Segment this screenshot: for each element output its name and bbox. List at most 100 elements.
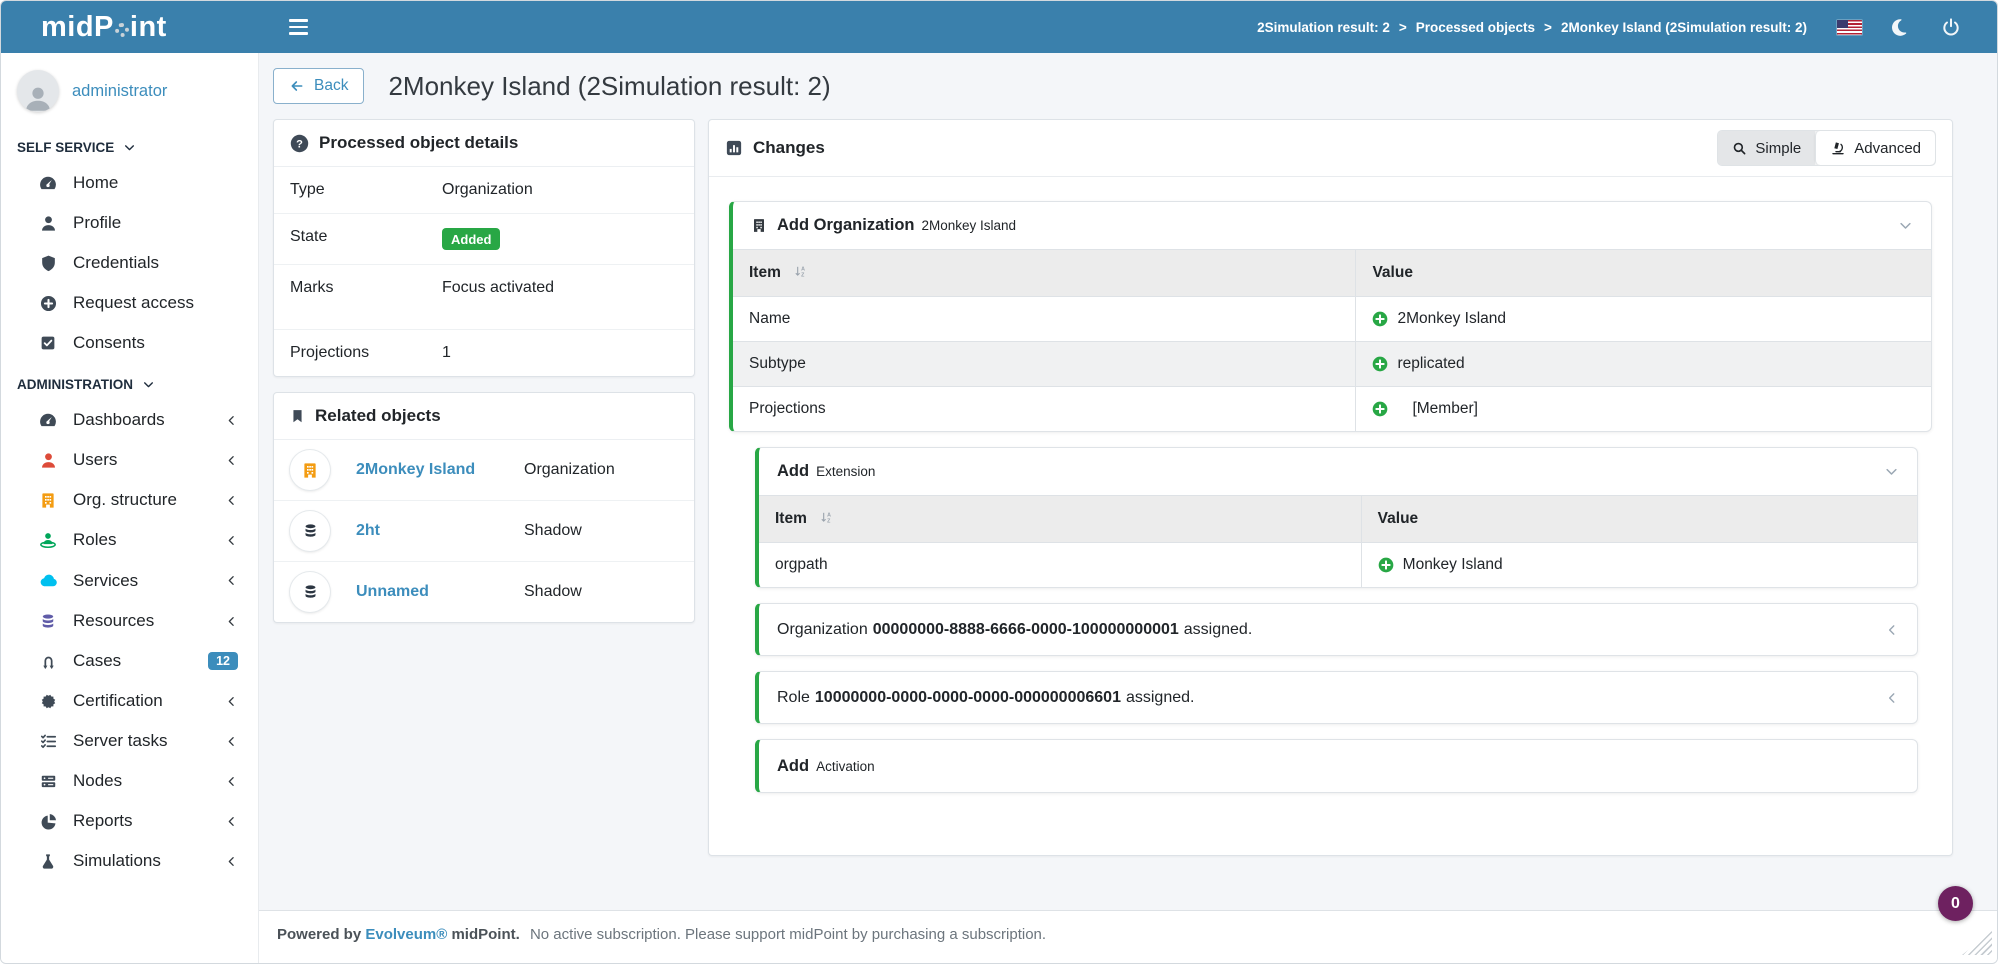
- chevron-left-icon: [225, 775, 238, 788]
- logo-text-post: int: [129, 10, 167, 43]
- related-object-link[interactable]: Unnamed: [356, 583, 429, 600]
- sidebar: administrator SELF SERVICE Home Profile …: [1, 53, 259, 963]
- logo-gear-icon: [114, 23, 129, 37]
- plus-circle-icon: [36, 294, 60, 313]
- changes-card: Changes Simple Advanced: [708, 119, 1953, 856]
- sidebar-item-reports[interactable]: Reports: [1, 801, 258, 841]
- sidebar-item-users[interactable]: Users: [1, 440, 258, 480]
- notification-count-badge[interactable]: 0: [1938, 886, 1973, 921]
- svg-text:Z: Z: [827, 519, 831, 525]
- related-object-link[interactable]: 2ht: [356, 522, 380, 539]
- detail-row-projections: Projections 1: [290, 344, 451, 361]
- check-square-icon: [36, 334, 60, 352]
- avatar: [17, 70, 59, 112]
- assignment-oid: 00000000-8888-6666-0000-100000000001: [872, 620, 1179, 638]
- building-icon: [36, 491, 60, 510]
- added-value-plus-icon: [1373, 401, 1388, 417]
- sidebar-section-self-service[interactable]: SELF SERVICE: [1, 126, 258, 163]
- add-activation-box: Add Activation: [755, 739, 1918, 793]
- sidebar-item-certification[interactable]: Certification: [1, 681, 258, 721]
- sidebar-item-dashboards[interactable]: Dashboards: [1, 400, 258, 440]
- expand-chevron-left-icon[interactable]: [1885, 691, 1899, 705]
- cases-count-badge: 12: [208, 652, 238, 670]
- column-header-value[interactable]: Value: [1355, 249, 1931, 297]
- sidebar-item-server-tasks[interactable]: Server tasks: [1, 721, 258, 761]
- back-button[interactable]: Back: [273, 68, 365, 104]
- dark-mode-moon-icon[interactable]: [1892, 18, 1911, 37]
- breadcrumb-item-current: 2Monkey Island (2Simulation result: 2): [1560, 19, 1807, 35]
- sidebar-item-resources[interactable]: Resources: [1, 601, 258, 641]
- related-object-link[interactable]: 2Monkey Island: [356, 461, 476, 478]
- column-header-value[interactable]: Value: [1360, 495, 1917, 543]
- sidebar-item-nodes[interactable]: Nodes: [1, 761, 258, 801]
- question-circle-icon: ?: [290, 134, 309, 153]
- organization-icon: [290, 450, 330, 490]
- sidebar-item-org-structure[interactable]: Org. structure: [1, 480, 258, 520]
- changes-body: Add Organization 2Monkey Island: [709, 177, 1952, 838]
- username-link[interactable]: administrator: [72, 81, 168, 100]
- chevron-left-icon: [225, 855, 238, 868]
- added-value-plus-icon: [1373, 311, 1388, 327]
- evolveum-link[interactable]: Evolveum®: [365, 926, 448, 943]
- breadcrumb-item-simulation-result[interactable]: 2Simulation result: 2: [1257, 19, 1390, 35]
- task-list-icon: [36, 732, 60, 751]
- organization-assigned-box: Organization 00000000-8888-6666-0000-1000…: [755, 603, 1918, 656]
- assignment-text: Role 10000000-0000-0000-0000-000000006601…: [777, 688, 1195, 706]
- processed-object-details-card: ? Processed object details Type Organiza…: [273, 119, 695, 377]
- content: Back 2Monkey Island (2Simulation result:…: [259, 53, 1997, 910]
- sidebar-item-credentials[interactable]: Credentials: [1, 243, 258, 283]
- advanced-view-button[interactable]: Advanced: [1815, 131, 1935, 165]
- svg-text:?: ?: [296, 138, 303, 150]
- logout-power-icon[interactable]: [1941, 17, 1961, 37]
- changes-header: Changes Simple Advanced: [709, 120, 1952, 177]
- user-icon: [36, 214, 60, 233]
- subscription-note: No active subscription. Please support m…: [529, 926, 1047, 943]
- sidebar-item-profile[interactable]: Profile: [1, 203, 258, 243]
- sidebar-item-simulations[interactable]: Simulations: [1, 841, 258, 881]
- role-assigned-box: Role 10000000-0000-0000-0000-000000006601…: [755, 671, 1918, 724]
- table-row: Projections [Member]: [733, 386, 1931, 431]
- logo-text-pre: midP: [41, 10, 114, 43]
- left-column: ? Processed object details Type Organiza…: [273, 119, 695, 623]
- sidebar-item-home[interactable]: Home: [1, 163, 258, 203]
- sidebar-item-services[interactable]: Services: [1, 560, 258, 601]
- detail-row-marks: Marks Focus activated: [274, 265, 694, 330]
- breadcrumb-item-processed-objects[interactable]: Processed objects: [1415, 19, 1536, 35]
- breadcrumb-separator: >: [1544, 19, 1552, 35]
- menu-toggle-icon[interactable]: [289, 19, 308, 35]
- chevron-left-icon: [225, 695, 238, 708]
- sidebar-item-request-access[interactable]: Request access: [1, 283, 258, 323]
- related-object-type: Shadow: [524, 522, 582, 539]
- related-object-type: Shadow: [524, 583, 582, 600]
- assignment-text: Organization 00000000-8888-6666-0000-1000…: [777, 620, 1253, 638]
- add-organization-box: Add Organization 2Monkey Island: [729, 201, 1932, 432]
- midpoint-logo[interactable]: midP int: [1, 11, 259, 44]
- svg-text:Z: Z: [801, 273, 805, 279]
- chevron-left-icon: [225, 615, 238, 628]
- collapse-chevron-down-icon[interactable]: [1898, 218, 1913, 233]
- sidebar-section-administration[interactable]: ADMINISTRATION: [1, 363, 258, 400]
- breadcrumb: 2Simulation result: 2 > Processed object…: [1257, 20, 1807, 35]
- chevron-left-icon: [225, 454, 238, 467]
- database-icon: [36, 612, 60, 631]
- sidebar-item-cases[interactable]: Cases 12: [1, 641, 258, 681]
- locale-flag-icon[interactable]: [1837, 19, 1862, 35]
- collapse-chevron-down-icon[interactable]: [1884, 464, 1899, 479]
- svg-text:A: A: [801, 266, 805, 272]
- sidebar-item-roles[interactable]: Roles: [1, 520, 258, 560]
- sidebar-item-consents[interactable]: Consents: [1, 323, 258, 363]
- related-object-type: Organization: [524, 461, 615, 478]
- topbar-right: 2Simulation result: 2 > Processed object…: [1257, 17, 1997, 37]
- arrow-left-icon: [291, 81, 303, 91]
- building-icon: [751, 217, 767, 234]
- table-row: Subtype replicated: [733, 341, 1931, 387]
- simple-view-button[interactable]: Simple: [1718, 131, 1816, 165]
- status-badge-added: Added: [442, 228, 501, 250]
- added-value-plus-icon: [1378, 557, 1393, 573]
- expand-chevron-left-icon[interactable]: [1885, 623, 1899, 637]
- users-icon: [36, 451, 60, 470]
